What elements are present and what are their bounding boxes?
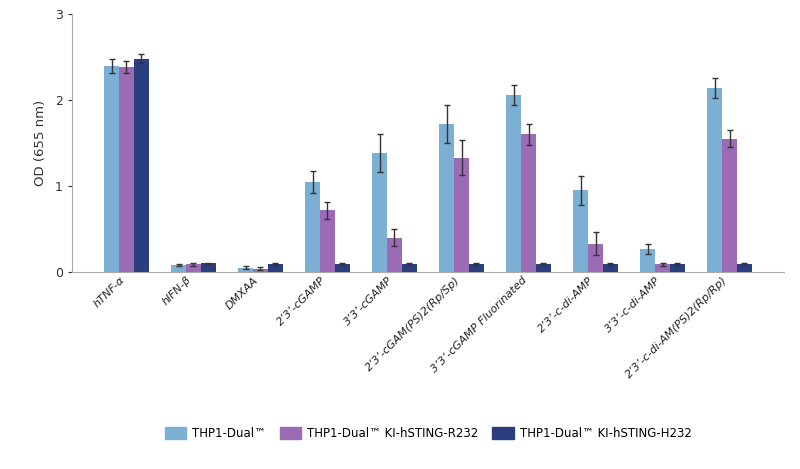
Bar [402, 265, 417, 272]
Bar [119, 68, 134, 272]
Bar [439, 124, 454, 272]
Bar [320, 210, 335, 272]
Bar [186, 265, 201, 272]
Bar [253, 269, 268, 272]
Bar [574, 190, 588, 272]
Bar [707, 88, 722, 272]
Bar [268, 265, 282, 272]
Y-axis label: OD (655 nm): OD (655 nm) [34, 100, 46, 186]
Bar [506, 95, 521, 272]
Bar [201, 264, 215, 272]
Bar [655, 265, 670, 272]
Bar [536, 265, 550, 272]
Bar [670, 265, 685, 272]
Bar [134, 59, 149, 272]
Bar [469, 265, 484, 272]
Bar [335, 265, 350, 272]
Bar [722, 139, 737, 272]
Bar [603, 265, 618, 272]
Bar [387, 238, 402, 272]
Bar [641, 249, 655, 272]
Bar [521, 135, 536, 272]
Bar [737, 265, 752, 272]
Bar [104, 66, 119, 272]
Bar [238, 268, 253, 272]
Bar [588, 244, 603, 272]
Legend: THP1-Dual™, THP1-Dual™ KI-hSTING-R232, THP1-Dual™ KI-hSTING-H232: THP1-Dual™, THP1-Dual™ KI-hSTING-R232, T… [160, 423, 696, 445]
Bar [454, 158, 469, 272]
Bar [372, 153, 387, 272]
Bar [171, 265, 186, 272]
Bar [306, 182, 320, 272]
